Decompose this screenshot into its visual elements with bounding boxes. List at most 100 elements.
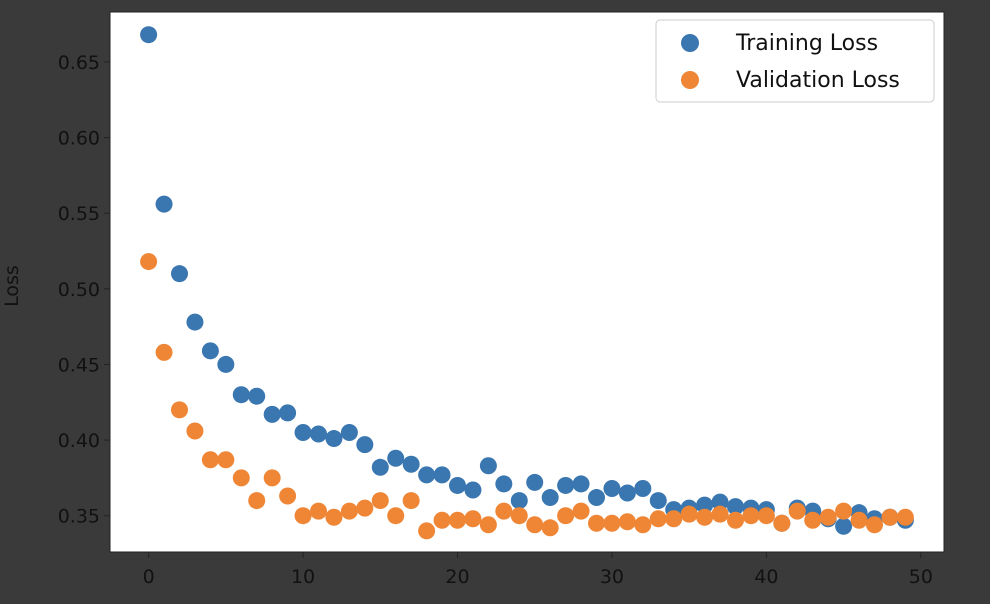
data-point-training-loss: [294, 424, 312, 442]
y-axis: 0.35 0.40 0.45 0.50 0.55 0.60 0.65: [58, 52, 110, 528]
x-tick-label: 30: [600, 566, 624, 588]
data-point-validation-loss: [340, 502, 358, 520]
data-point-training-loss: [510, 492, 528, 510]
data-point-training-loss: [232, 386, 250, 404]
data-point-training-loss: [603, 479, 621, 497]
x-tick-label: 0: [143, 566, 155, 588]
data-point-validation-loss: [263, 469, 281, 487]
data-point-validation-loss: [140, 253, 158, 271]
data-point-training-loss: [356, 436, 374, 454]
data-point-training-loss: [495, 475, 513, 493]
data-point-validation-loss: [449, 511, 466, 529]
data-point-training-loss: [387, 449, 405, 467]
data-point-validation-loss: [757, 507, 775, 525]
data-point-validation-loss: [371, 492, 389, 510]
y-tick-label: 0.60: [58, 128, 100, 150]
data-point-validation-loss: [418, 522, 436, 540]
data-point-training-loss: [433, 466, 451, 484]
data-point-validation-loss: [479, 516, 497, 534]
data-point-validation-loss: [773, 514, 791, 532]
data-point-training-loss: [418, 466, 436, 484]
data-point-training-loss: [526, 473, 544, 491]
data-point-validation-loss: [201, 451, 219, 469]
data-point-validation-loss: [171, 401, 188, 419]
data-point-validation-loss: [310, 502, 327, 520]
data-point-training-loss: [248, 387, 266, 405]
data-point-validation-loss: [433, 511, 451, 529]
data-point-training-loss: [572, 475, 590, 493]
data-point-validation-loss: [634, 516, 652, 534]
data-point-training-loss: [696, 496, 714, 514]
data-point-validation-loss: [742, 507, 760, 525]
data-point-validation-loss: [850, 511, 868, 529]
data-point-validation-loss: [402, 492, 420, 510]
x-tick-label: 50: [909, 566, 933, 588]
data-point-validation-loss: [557, 507, 575, 525]
data-point-validation-loss: [248, 492, 266, 510]
series-layer: [140, 26, 914, 540]
series-validation-loss: [140, 253, 914, 540]
data-point-training-loss: [634, 479, 652, 497]
data-point-validation-loss: [603, 514, 621, 532]
legend-label-training-loss: Training Loss: [735, 31, 878, 56]
data-point-validation-loss: [680, 505, 698, 523]
data-point-validation-loss: [294, 507, 312, 525]
y-tick-label: 0.35: [58, 506, 100, 528]
x-tick-label: 40: [754, 566, 778, 588]
data-point-training-loss: [310, 425, 327, 443]
data-point-validation-loss: [526, 516, 544, 534]
data-point-validation-loss: [232, 469, 250, 487]
legend-marker-training-loss: [681, 34, 699, 52]
data-point-training-loss: [217, 355, 235, 373]
data-point-training-loss: [201, 342, 219, 360]
data-point-training-loss: [464, 481, 482, 499]
y-tick-label: 0.65: [58, 52, 100, 74]
data-point-validation-loss: [495, 502, 513, 520]
data-point-validation-loss: [217, 451, 235, 469]
y-tick-label: 0.55: [58, 203, 100, 225]
data-point-training-loss: [711, 493, 729, 511]
data-point-training-loss: [835, 517, 853, 535]
data-point-training-loss: [727, 498, 744, 516]
y-tick-label: 0.45: [58, 354, 100, 376]
data-point-validation-loss: [356, 499, 374, 517]
data-point-training-loss: [649, 492, 667, 510]
data-point-training-loss: [371, 458, 389, 476]
data-point-validation-loss: [387, 507, 405, 525]
data-point-validation-loss: [186, 422, 204, 440]
data-point-validation-loss: [572, 502, 590, 520]
data-point-validation-loss: [881, 508, 899, 526]
data-point-training-loss: [588, 489, 605, 507]
legend-marker-validation-loss: [681, 71, 699, 89]
data-point-validation-loss: [325, 508, 343, 526]
data-point-training-loss: [402, 455, 420, 473]
data-point-training-loss: [618, 484, 636, 502]
data-point-validation-loss: [788, 502, 806, 520]
data-point-validation-loss: [155, 343, 173, 361]
data-point-validation-loss: [804, 511, 822, 529]
data-point-training-loss: [557, 476, 575, 494]
data-point-validation-loss: [727, 511, 744, 529]
x-tick-label: 10: [291, 566, 315, 588]
y-tick-label: 0.50: [58, 279, 100, 301]
data-point-training-loss: [449, 476, 466, 494]
data-point-validation-loss: [279, 487, 297, 505]
data-point-training-loss: [325, 430, 343, 448]
y-tick-label: 0.40: [58, 430, 100, 452]
data-point-validation-loss: [618, 513, 636, 531]
data-point-validation-loss: [711, 505, 729, 523]
data-point-validation-loss: [819, 508, 837, 526]
data-point-training-loss: [541, 489, 559, 507]
legend: Training Loss Validation Loss: [655, 19, 935, 103]
data-point-validation-loss: [649, 510, 667, 528]
legend-label-validation-loss: Validation Loss: [736, 68, 900, 93]
data-point-training-loss: [186, 313, 204, 331]
x-axis: 0 10 20 30 40 50: [143, 552, 933, 588]
data-point-training-loss: [479, 457, 497, 475]
data-point-validation-loss: [896, 508, 914, 526]
data-point-training-loss: [171, 265, 188, 283]
data-point-validation-loss: [541, 519, 559, 537]
legend-box: [655, 19, 935, 103]
data-point-training-loss: [279, 404, 297, 422]
